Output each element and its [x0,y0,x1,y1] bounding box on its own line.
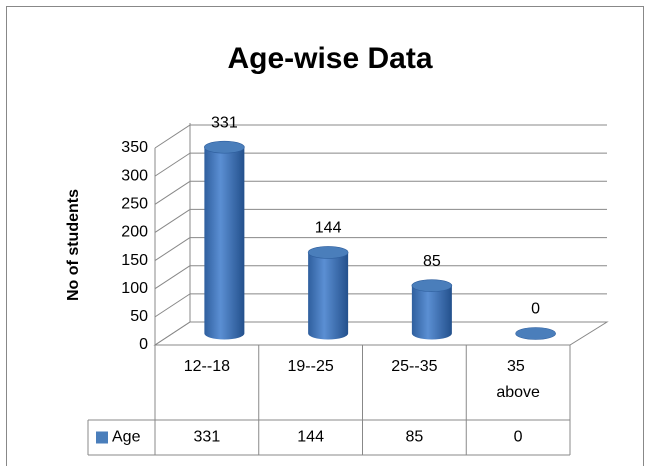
grid-line [154,293,191,318]
data-label: 0 [531,301,540,318]
legend-swatch [96,431,108,444]
grid-line [154,209,191,233]
cylinder-top [411,279,453,292]
y-tick-label: 150 [121,252,148,269]
cylinder-body [204,147,245,340]
bar [307,246,349,340]
bar [515,327,556,340]
chart-title: Age-wise Data [227,42,432,75]
grid-line [154,152,191,177]
x-tick-label: 12--18 [184,358,230,375]
grid-line [154,180,191,205]
cylinder-top [515,327,556,340]
y-tick-label: 0 [139,336,148,353]
y-tick-label: 100 [121,280,148,297]
cylinder-body [308,252,349,340]
grid-line [154,237,191,261]
table-value: 331 [194,429,221,446]
y-tick-label: 50 [130,308,148,325]
x-tick-label: 19--25 [288,358,334,375]
x-tick-label: 25--35 [391,358,437,375]
y-tick-label: 250 [121,196,148,213]
grid-line [154,321,191,346]
grid-line [154,124,191,149]
table-value: 0 [514,429,523,446]
table-value: 144 [297,429,324,446]
grid-line [154,265,191,290]
x-tick-label: 35 above [496,358,540,401]
cylinder-body [411,285,452,340]
bar [411,279,453,340]
bar [204,140,245,340]
chart-border [6,6,644,466]
data-label: 331 [211,114,238,131]
legend-label: Age [112,429,141,446]
data-label: 144 [315,220,342,237]
y-tick-label: 350 [121,139,148,156]
y-axis-title: No of students [65,189,82,301]
y-tick-label: 200 [121,224,148,241]
table-value: 85 [405,429,423,446]
y-tick-label: 300 [121,167,148,184]
cylinder-top [204,140,245,154]
data-label: 85 [423,253,441,270]
cylinder-top [307,246,349,259]
